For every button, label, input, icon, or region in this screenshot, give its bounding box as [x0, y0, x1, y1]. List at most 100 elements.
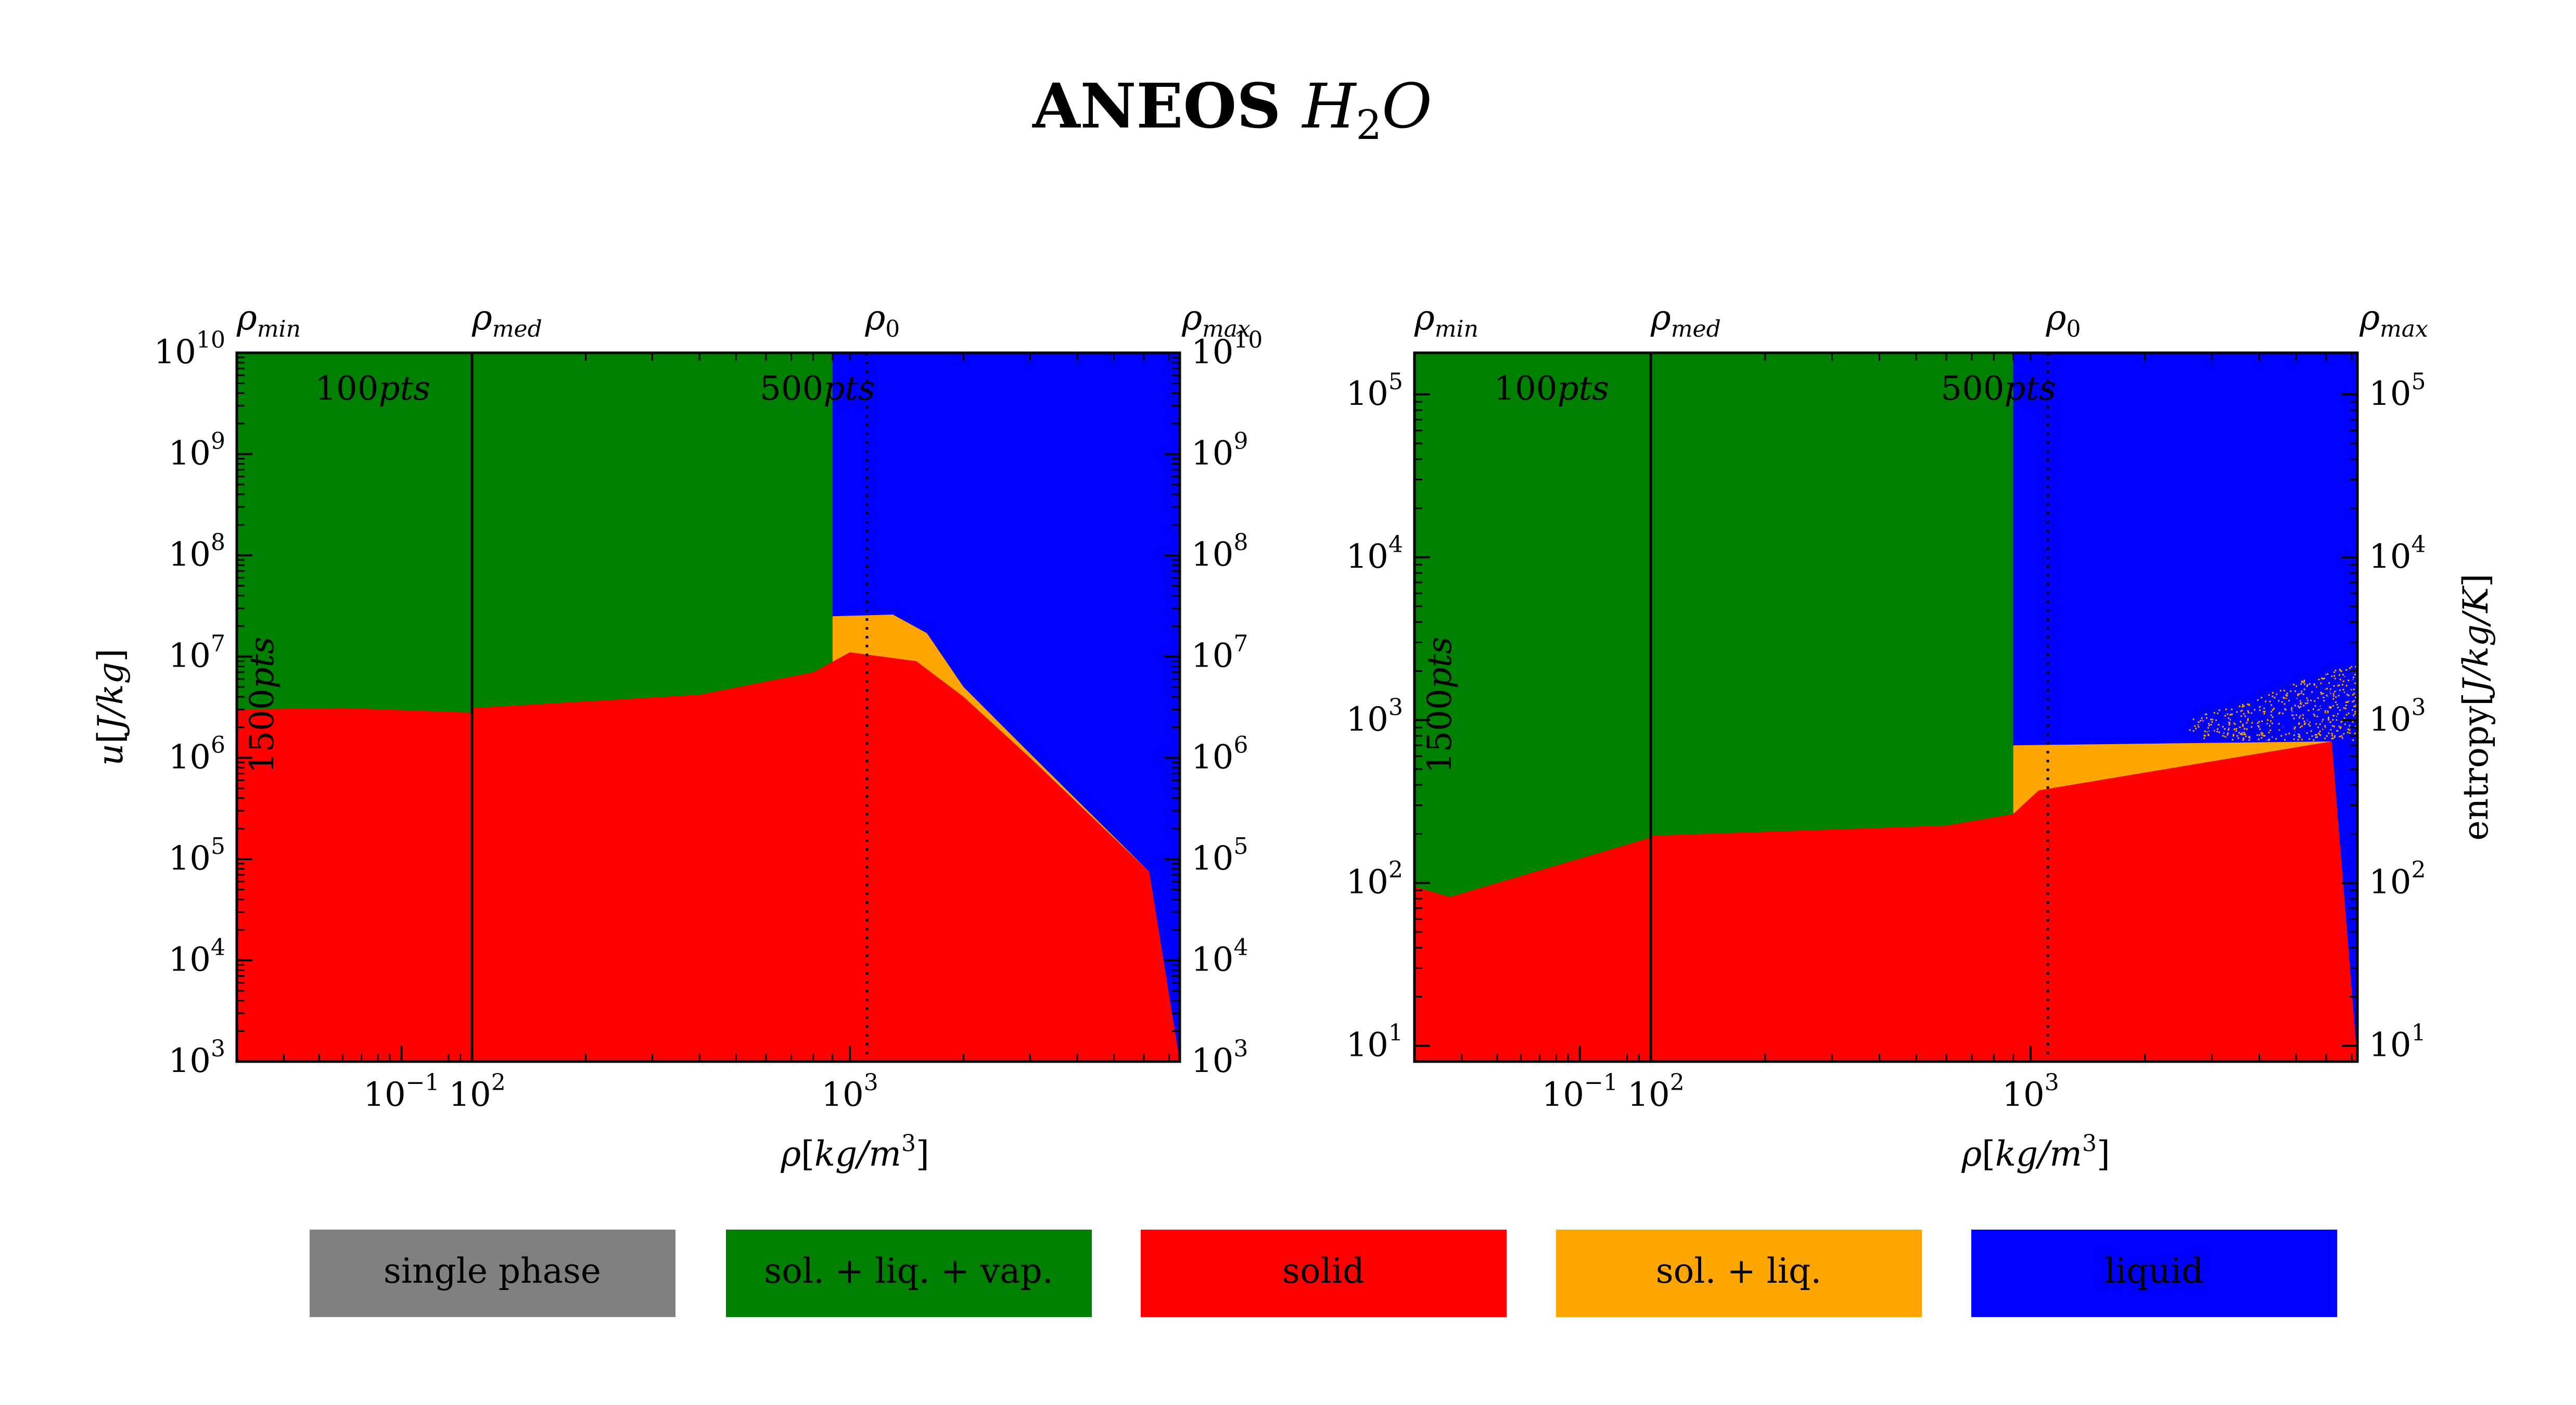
speckle-point — [2284, 708, 2286, 710]
speckle-point — [2352, 716, 2354, 718]
speckle-point — [2329, 688, 2331, 691]
speckle-point — [2305, 709, 2307, 711]
y-tick-label-left: 105 — [1346, 368, 1403, 413]
speckle-point — [2268, 732, 2270, 734]
speckle-point — [2328, 689, 2330, 691]
speckle-point — [2241, 709, 2243, 711]
speckle-point — [2343, 690, 2345, 692]
speckle-point — [2243, 728, 2246, 730]
speckle-point — [2353, 676, 2355, 679]
speckle-point — [2204, 713, 2207, 716]
speckle-point — [2318, 725, 2320, 727]
speckle-point — [2307, 722, 2310, 724]
speckle-point — [2347, 698, 2349, 700]
speckle-point — [2215, 719, 2217, 721]
speckle-point — [2302, 708, 2304, 710]
speckle-point — [2250, 702, 2252, 705]
speckle-point — [2336, 685, 2338, 687]
y-tick-label-right: 103 — [1191, 1036, 1248, 1080]
speckle-point — [2319, 734, 2322, 736]
speckle-point — [2297, 734, 2299, 736]
speckle-point — [2320, 692, 2322, 694]
y-tick-label-left: 103 — [1346, 694, 1403, 739]
speckle-point — [2258, 721, 2260, 723]
annotation-top-left-pts: 100pts — [1494, 369, 1609, 408]
speckle-point — [2322, 716, 2324, 718]
speckle-point — [2232, 737, 2234, 739]
speckle-point — [2327, 711, 2329, 713]
speckle-point — [2330, 685, 2332, 687]
x-tick-label-low: 10−1 — [1542, 1069, 1618, 1114]
x-tick-label-low: 10−1 — [363, 1069, 439, 1114]
speckle-point — [2237, 737, 2239, 739]
speckle-point — [2273, 736, 2275, 738]
speckle-point — [2269, 723, 2272, 725]
speckle-point — [2331, 675, 2333, 678]
speckle-point — [2288, 722, 2290, 724]
speckle-point — [2343, 717, 2345, 719]
speckle-point — [2337, 705, 2339, 707]
speckle-point — [2279, 689, 2281, 692]
speckle-point — [2292, 710, 2294, 712]
speckle-point — [2261, 720, 2263, 722]
speckle-point — [2348, 670, 2350, 672]
speckle-point — [2269, 720, 2272, 722]
speckle-point — [2307, 698, 2310, 700]
speckle-point — [2330, 676, 2332, 679]
speckle-point — [2271, 711, 2273, 713]
speckle-point — [2241, 732, 2243, 734]
speckle-point — [2325, 701, 2327, 704]
speckle-point — [2278, 723, 2280, 725]
speckle-point — [2324, 725, 2326, 727]
speckle-point — [2334, 708, 2336, 710]
speckle-point — [2278, 691, 2280, 693]
speckle-point — [2235, 716, 2237, 718]
legend-label-sol-liq-vap: sol. + liq. + vap. — [764, 1251, 1053, 1291]
speckle-point — [2333, 685, 2335, 687]
speckle-point — [2336, 719, 2338, 721]
speckle-point — [2293, 718, 2295, 720]
speckle-point — [2302, 693, 2304, 695]
speckle-point — [2316, 709, 2318, 711]
speckle-point — [2331, 716, 2333, 718]
speckle-point — [2236, 723, 2238, 725]
speckle-point — [2322, 719, 2324, 721]
speckle-point — [2281, 701, 2283, 703]
speckle-point — [2343, 699, 2345, 701]
speckle-point — [2210, 719, 2212, 721]
speckle-point — [2197, 729, 2199, 731]
speckle-point — [2320, 704, 2323, 706]
speckle-point — [2262, 712, 2264, 714]
speckle-point — [2352, 709, 2354, 711]
speckle-point — [2243, 713, 2245, 715]
speckle-point — [2235, 730, 2237, 732]
speckle-point — [2241, 734, 2243, 736]
speckle-point — [2316, 724, 2318, 726]
speckle-point — [2238, 727, 2240, 729]
speckle-point — [2272, 735, 2274, 737]
speckle-point — [2236, 735, 2238, 737]
speckle-point — [2219, 718, 2221, 720]
speckle-point — [2315, 717, 2317, 719]
speckle-point — [2296, 722, 2298, 724]
speckle-point — [2265, 727, 2267, 729]
speckle-point — [2343, 691, 2345, 693]
speckle-point — [2285, 720, 2287, 722]
speckle-point — [2301, 725, 2303, 727]
speckle-point — [2235, 728, 2237, 730]
speckle-point — [2302, 735, 2304, 737]
speckle-point — [2309, 683, 2311, 685]
speckle-point — [2339, 712, 2341, 714]
speckle-point — [2322, 692, 2324, 694]
speckle-point — [2226, 737, 2228, 739]
speckle-point — [2272, 736, 2274, 738]
speckle-point — [2250, 736, 2252, 738]
speckle-point — [2278, 689, 2280, 692]
speckle-point — [2298, 707, 2300, 709]
speckle-point — [2303, 680, 2305, 682]
speckle-point — [2336, 700, 2338, 702]
speckle-point — [2333, 736, 2336, 738]
speckle-point — [2266, 723, 2268, 725]
speckle-point — [2329, 721, 2331, 723]
speckle-point — [2225, 708, 2227, 710]
